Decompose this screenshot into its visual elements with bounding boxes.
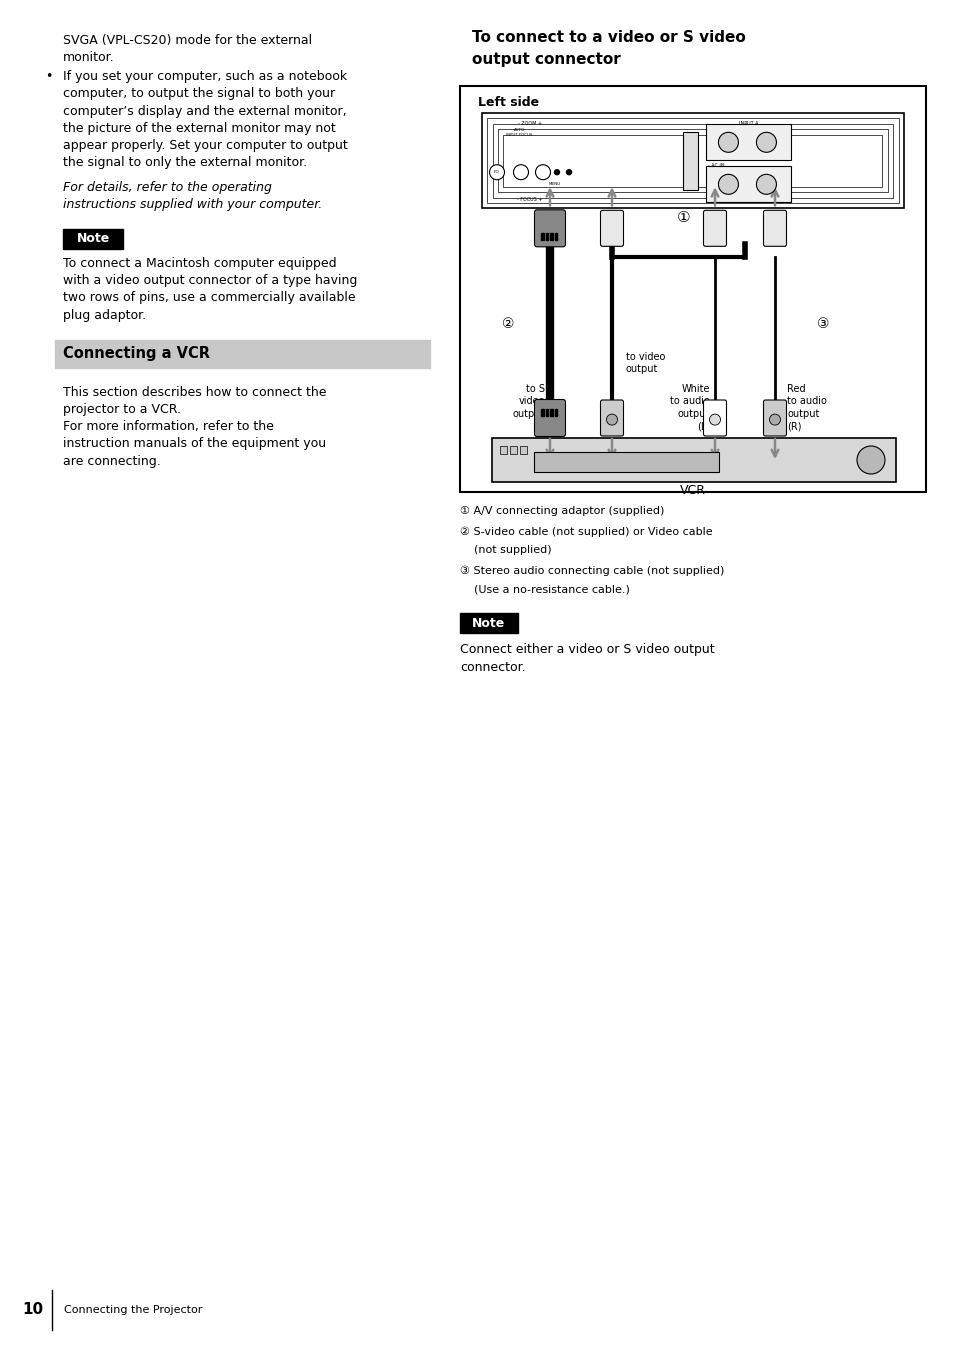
Bar xyxy=(540,410,543,416)
Text: This section describes how to connect the: This section describes how to connect th… xyxy=(63,385,326,399)
Bar xyxy=(545,234,547,241)
Text: If you set your computer, such as a notebook: If you set your computer, such as a note… xyxy=(63,70,347,84)
Text: White
to audio
output
(L): White to audio output (L) xyxy=(669,384,709,431)
Text: are connecting.: are connecting. xyxy=(63,454,161,468)
Bar xyxy=(459,614,517,633)
Bar xyxy=(499,446,506,454)
Text: (not supplied): (not supplied) xyxy=(459,545,551,556)
Bar xyxy=(550,410,552,416)
Bar xyxy=(706,124,791,161)
Text: To connect to a video or S video: To connect to a video or S video xyxy=(472,30,745,45)
Circle shape xyxy=(769,414,780,425)
Text: ②: ② xyxy=(501,316,514,331)
Text: •: • xyxy=(45,70,52,84)
Circle shape xyxy=(554,170,558,174)
Bar xyxy=(492,438,895,483)
Bar xyxy=(481,114,903,208)
Text: For more information, refer to the: For more information, refer to the xyxy=(63,420,274,433)
FancyBboxPatch shape xyxy=(702,400,726,435)
FancyBboxPatch shape xyxy=(534,399,565,437)
FancyBboxPatch shape xyxy=(599,400,623,435)
Text: - ZOOM +: - ZOOM + xyxy=(517,122,541,126)
Circle shape xyxy=(756,174,776,195)
Text: Note: Note xyxy=(76,233,110,246)
Text: computer’s display and the external monitor,: computer’s display and the external moni… xyxy=(63,104,346,118)
FancyBboxPatch shape xyxy=(762,211,785,246)
Circle shape xyxy=(606,414,617,425)
Text: to video
output: to video output xyxy=(625,352,664,375)
Bar xyxy=(554,410,557,416)
Text: I/O: I/O xyxy=(494,170,499,174)
Text: - FOCUS +: - FOCUS + xyxy=(517,197,542,203)
Text: output connector: output connector xyxy=(472,53,620,68)
Circle shape xyxy=(718,174,738,195)
Bar xyxy=(510,446,517,454)
Text: the picture of the external monitor may not: the picture of the external monitor may … xyxy=(63,122,335,135)
Bar xyxy=(534,452,719,472)
Text: MENU: MENU xyxy=(548,183,560,187)
Circle shape xyxy=(718,132,738,153)
Bar xyxy=(682,132,698,191)
Bar xyxy=(519,446,526,454)
Text: 10: 10 xyxy=(23,1302,44,1317)
Text: monitor.: monitor. xyxy=(63,51,114,65)
Text: (Use a no-resistance cable.): (Use a no-resistance cable.) xyxy=(459,584,629,595)
Text: AUTO
INPUT FOCUS: AUTO INPUT FOCUS xyxy=(505,128,532,137)
Circle shape xyxy=(566,170,571,174)
Text: plug adaptor.: plug adaptor. xyxy=(63,308,146,322)
Circle shape xyxy=(513,165,528,180)
Text: Connecting a VCR: Connecting a VCR xyxy=(63,346,210,361)
Text: connector.: connector. xyxy=(459,661,525,673)
Bar xyxy=(540,234,543,241)
Text: with a video output connector of a type having: with a video output connector of a type … xyxy=(63,274,357,287)
Text: - AC IN: - AC IN xyxy=(708,164,724,168)
FancyBboxPatch shape xyxy=(599,211,623,246)
Text: Red
to audio
output
(R): Red to audio output (R) xyxy=(786,384,826,431)
Bar xyxy=(492,124,893,197)
Bar xyxy=(503,135,882,187)
Bar xyxy=(55,339,430,368)
Circle shape xyxy=(856,446,884,475)
Text: ② S-video cable (not supplied) or Video cable: ② S-video cable (not supplied) or Video … xyxy=(459,527,712,537)
Text: INPUT A: INPUT A xyxy=(738,122,758,126)
Text: the signal to only the external monitor.: the signal to only the external monitor. xyxy=(63,157,307,169)
FancyBboxPatch shape xyxy=(702,211,726,246)
Text: For details, refer to the operating: For details, refer to the operating xyxy=(63,181,272,193)
Text: SVGA (VPL-CS20) mode for the external: SVGA (VPL-CS20) mode for the external xyxy=(63,34,312,47)
Text: Left side: Left side xyxy=(477,96,538,110)
Bar xyxy=(63,228,123,249)
Circle shape xyxy=(489,165,504,180)
FancyBboxPatch shape xyxy=(762,400,785,435)
Text: Connecting the Projector: Connecting the Projector xyxy=(64,1305,202,1315)
Text: appear properly. Set your computer to output: appear properly. Set your computer to ou… xyxy=(63,139,348,153)
Bar xyxy=(554,234,557,241)
Bar xyxy=(497,130,887,192)
Bar xyxy=(550,234,552,241)
Text: two rows of pins, use a commercially available: two rows of pins, use a commercially ava… xyxy=(63,292,355,304)
Text: to S
video
output: to S video output xyxy=(512,384,544,419)
Circle shape xyxy=(535,165,550,180)
Bar xyxy=(486,119,898,203)
Text: ③: ③ xyxy=(816,316,828,331)
Circle shape xyxy=(709,414,720,425)
Text: projector to a VCR.: projector to a VCR. xyxy=(63,403,181,416)
Bar xyxy=(706,166,791,203)
Text: Note: Note xyxy=(472,617,505,630)
Text: Connect either a video or S video output: Connect either a video or S video output xyxy=(459,644,714,656)
Text: instruction manuals of the equipment you: instruction manuals of the equipment you xyxy=(63,438,326,450)
FancyBboxPatch shape xyxy=(534,210,565,247)
Bar xyxy=(459,87,925,492)
Text: computer, to output the signal to both your: computer, to output the signal to both y… xyxy=(63,88,335,100)
Text: VCR: VCR xyxy=(679,484,705,498)
Text: To connect a Macintosh computer equipped: To connect a Macintosh computer equipped xyxy=(63,257,336,270)
Text: ① A/V connecting adaptor (supplied): ① A/V connecting adaptor (supplied) xyxy=(459,506,663,516)
Circle shape xyxy=(756,132,776,153)
Text: instructions supplied with your computer.: instructions supplied with your computer… xyxy=(63,197,322,211)
Text: ③ Stereo audio connecting cable (not supplied): ③ Stereo audio connecting cable (not sup… xyxy=(459,566,723,576)
Bar xyxy=(545,410,547,416)
Text: ①: ① xyxy=(676,210,690,224)
